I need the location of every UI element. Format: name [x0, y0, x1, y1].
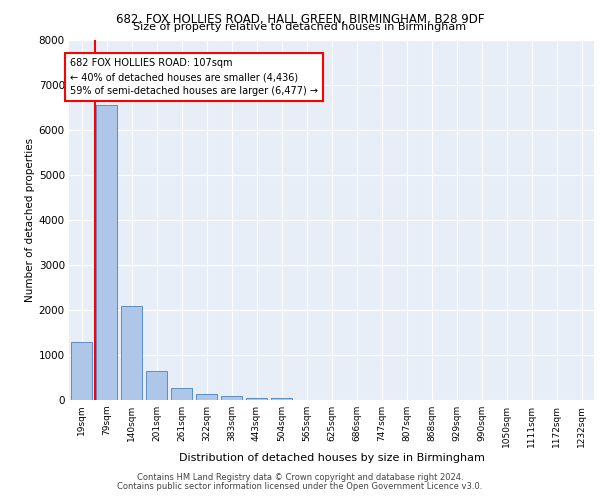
Text: Size of property relative to detached houses in Birmingham: Size of property relative to detached ho… — [133, 22, 467, 32]
Bar — [246, 398, 267, 400]
Bar — [221, 396, 242, 400]
X-axis label: Distribution of detached houses by size in Birmingham: Distribution of detached houses by size … — [179, 452, 484, 462]
Bar — [271, 398, 292, 400]
Text: 682, FOX HOLLIES ROAD, HALL GREEN, BIRMINGHAM, B28 9DF: 682, FOX HOLLIES ROAD, HALL GREEN, BIRMI… — [116, 12, 484, 26]
Text: 682 FOX HOLLIES ROAD: 107sqm
← 40% of detached houses are smaller (4,436)
59% of: 682 FOX HOLLIES ROAD: 107sqm ← 40% of de… — [70, 58, 318, 96]
Bar — [196, 394, 217, 400]
Bar — [171, 388, 192, 400]
Bar — [121, 306, 142, 400]
Bar — [96, 105, 117, 400]
Text: Contains HM Land Registry data © Crown copyright and database right 2024.: Contains HM Land Registry data © Crown c… — [137, 472, 463, 482]
Bar — [146, 371, 167, 400]
Y-axis label: Number of detached properties: Number of detached properties — [25, 138, 35, 302]
Text: Contains public sector information licensed under the Open Government Licence v3: Contains public sector information licen… — [118, 482, 482, 491]
Bar — [71, 342, 92, 400]
